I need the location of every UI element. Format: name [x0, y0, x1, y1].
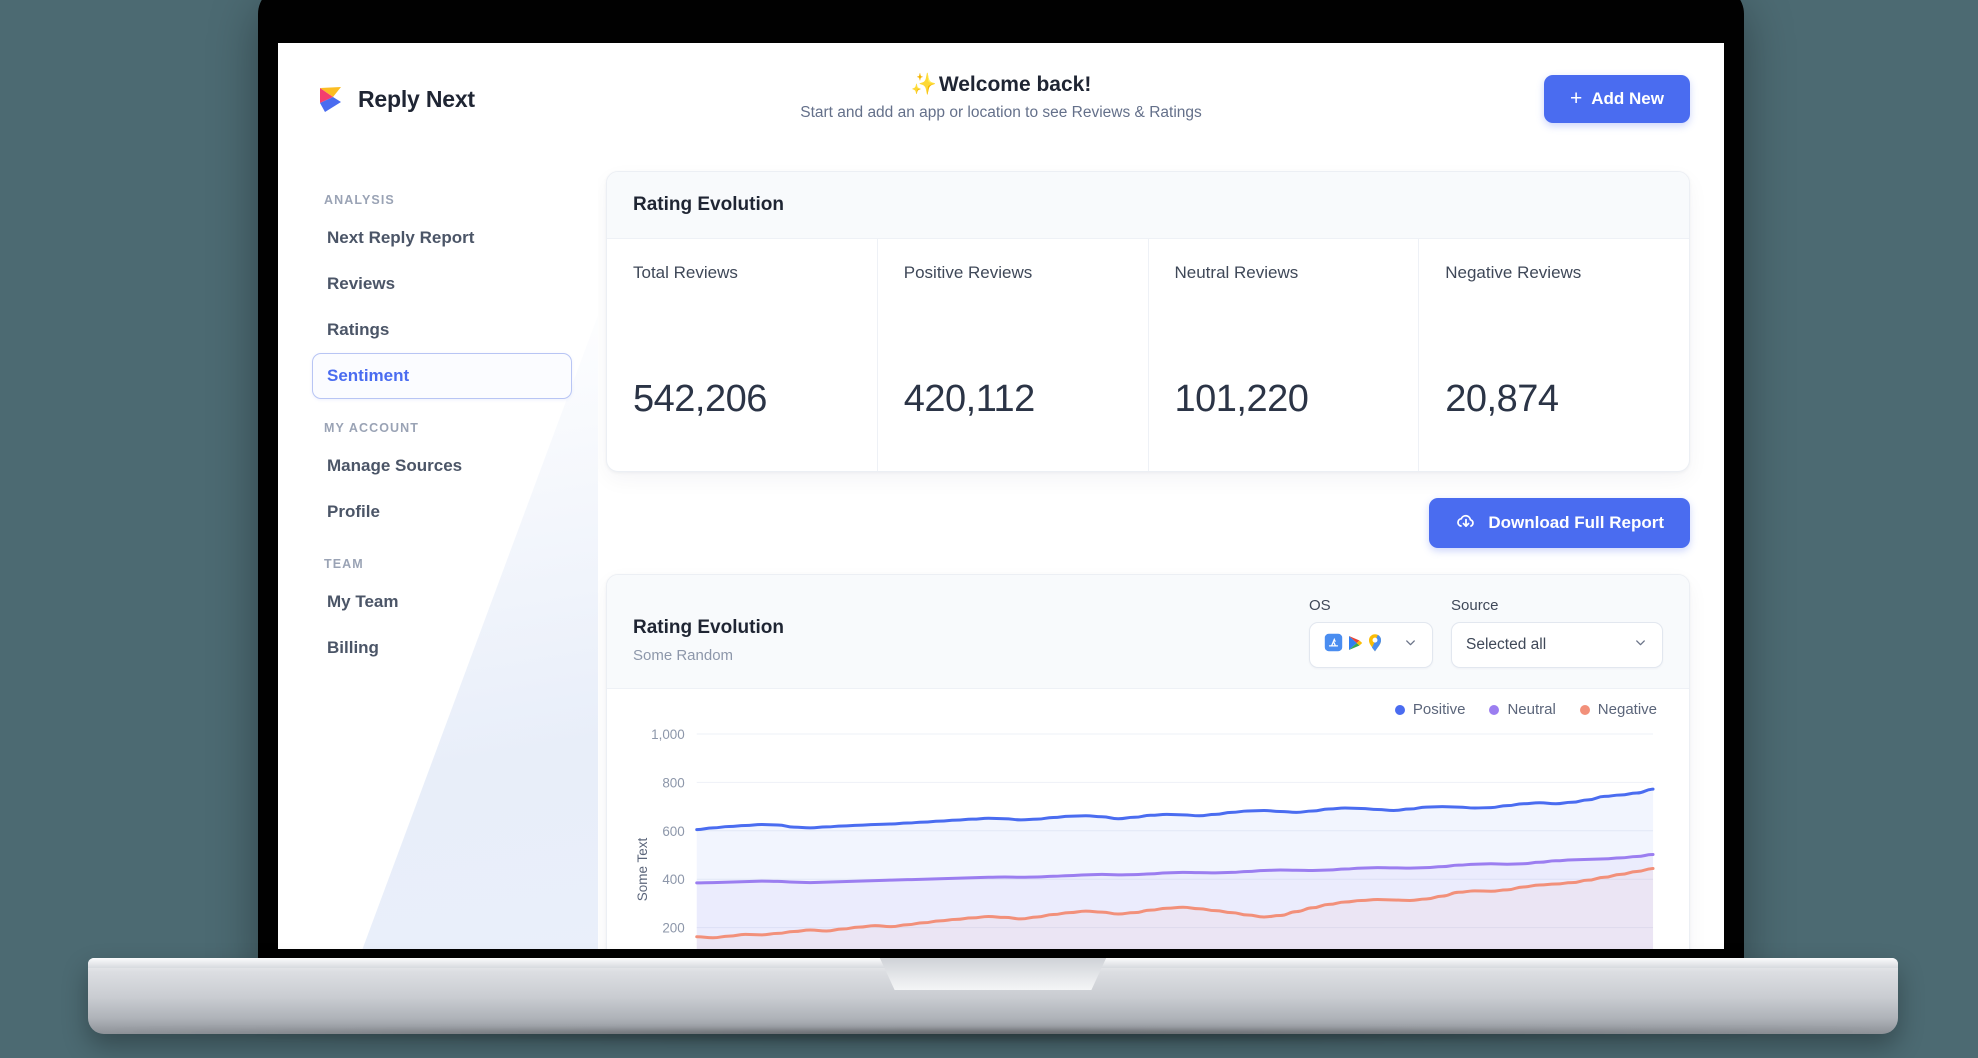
sidebar-item-my-team[interactable]: My Team [327, 592, 399, 611]
sparkle-icon: ✨ [910, 72, 937, 96]
nav-group-label-analysis: ANALYSIS [324, 193, 395, 207]
legend-label: Negative [1597, 701, 1657, 718]
download-row: Download Full Report [606, 498, 1690, 548]
sidebar: ANALYSIS Next Reply Report Reviews Ratin… [278, 155, 598, 949]
y-axis-title: Some Text [635, 838, 650, 902]
sidebar-item-ratings[interactable]: Ratings [327, 320, 390, 339]
nav-group-label-team: TEAM [324, 557, 364, 571]
os-filter-label: OS [1309, 597, 1331, 614]
legend-item-positive[interactable]: Positive [1394, 701, 1466, 718]
header-center: ✨Welcome back! Start and add an app or l… [632, 73, 1370, 126]
app-header: Reply Next ✨Welcome back! Start and add … [278, 43, 1724, 155]
stat-value: 20,874 [1445, 378, 1559, 420]
chart-line-positive [697, 789, 1653, 829]
chevron-down-icon [1633, 635, 1648, 655]
laptop-foot-shadow [110, 1030, 1876, 1044]
y-axis-tick: 200 [662, 921, 684, 936]
stat-neutral-reviews: Neutral Reviews 101,220 [1149, 239, 1420, 471]
legend-item-neutral[interactable]: Neutral [1489, 701, 1556, 718]
stats-card: Rating Evolution Total Reviews 542,206 P… [606, 171, 1690, 472]
os-icons [1324, 633, 1383, 657]
laptop-base [88, 958, 1898, 1034]
legend-label: Positive [1412, 701, 1466, 718]
google-play-icon [1346, 634, 1364, 657]
google-maps-pin-icon [1367, 633, 1383, 657]
welcome-title-text: Welcome back! [938, 72, 1092, 96]
stat-label: Total Reviews [633, 263, 738, 282]
source-filter-field: Source Selected all [1451, 597, 1663, 668]
y-axis-tick: 400 [662, 872, 684, 887]
chart-filters: OS [1309, 597, 1663, 668]
brand[interactable]: Reply Next [312, 82, 632, 116]
y-axis-tick: 800 [662, 775, 684, 790]
app-body: ANALYSIS Next Reply Report Reviews Ratin… [278, 155, 1724, 949]
os-filter-dropdown[interactable] [1309, 622, 1433, 668]
laptop-screen: Reply Next ✨Welcome back! Start and add … [278, 43, 1724, 949]
laptop-notch [879, 958, 1107, 990]
legend-dot-negative [1579, 704, 1590, 715]
stats-card-title: Rating Evolution [633, 194, 784, 215]
stat-positive-reviews: Positive Reviews 420,112 [878, 239, 1149, 471]
main-content: Rating Evolution Total Reviews 542,206 P… [598, 155, 1724, 949]
app-store-icon [1324, 633, 1343, 657]
chart-body: Positive Neutral Negative [607, 689, 1689, 949]
sidebar-item-profile[interactable]: Profile [327, 502, 380, 521]
stat-label: Neutral Reviews [1174, 263, 1299, 282]
cloud-download-icon [1455, 510, 1477, 537]
source-filter-value: Selected all [1466, 636, 1547, 653]
sidebar-item-manage-sources[interactable]: Manage Sources [327, 456, 463, 475]
stat-value: 101,220 [1174, 378, 1309, 420]
chart-area-neutral [696, 854, 1654, 949]
add-new-button[interactable]: + Add New [1544, 75, 1690, 123]
stat-total-reviews: Total Reviews 542,206 [607, 239, 878, 471]
legend-dot-neutral [1489, 704, 1500, 715]
chart-line-negative [697, 869, 1653, 938]
chart-area-positive [696, 789, 1654, 949]
stat-value: 420,112 [903, 378, 1036, 420]
stats-card-header: Rating Evolution [607, 172, 1689, 239]
chart-card-header: Rating Evolution Some Random OS [607, 575, 1689, 689]
download-full-report-label: Download Full Report [1488, 513, 1664, 532]
os-filter-field: OS [1309, 597, 1433, 668]
chart-legend: Positive Neutral Negative [627, 695, 1663, 728]
welcome-subtitle: Start and add an app or location to see … [800, 103, 1202, 121]
y-axis-tick: 1,000 [651, 728, 685, 742]
plus-icon: + [1570, 86, 1583, 110]
chart-card-titles: Rating Evolution Some Random [633, 617, 784, 668]
chart-title: Rating Evolution [633, 617, 784, 638]
sidebar-item-next-reply-report[interactable]: Next Reply Report [327, 228, 475, 247]
chart-subtitle: Some Random [633, 647, 734, 664]
y-axis-tick: 600 [662, 824, 684, 839]
sidebar-item-sentiment[interactable]: Sentiment [312, 353, 572, 399]
legend-item-negative[interactable]: Negative [1579, 701, 1657, 718]
sidebar-item-reviews[interactable]: Reviews [327, 274, 396, 293]
reply-next-app: Reply Next ✨Welcome back! Start and add … [278, 43, 1724, 949]
add-new-label: Add New [1591, 89, 1664, 108]
legend-dot-positive [1394, 704, 1405, 715]
chevron-down-icon [1403, 635, 1418, 655]
chart-line-neutral [697, 855, 1653, 883]
nav-group-label-my-account: MY ACCOUNT [324, 421, 420, 435]
sidebar-item-billing[interactable]: Billing [327, 638, 379, 657]
chart-card: Rating Evolution Some Random OS [606, 574, 1690, 949]
chart-plot: 200 400 600 800 1,000 Some Text [627, 728, 1663, 949]
stat-label: Negative Reviews [1445, 263, 1582, 282]
brand-name: Reply Next [358, 85, 475, 112]
stat-negative-reviews: Negative Reviews 20,874 [1419, 239, 1689, 471]
stat-value: 542,206 [633, 378, 767, 420]
source-filter-dropdown[interactable]: Selected all [1451, 622, 1663, 668]
stat-label: Positive Reviews [903, 263, 1033, 282]
reply-next-logo-icon [312, 82, 346, 116]
stats-row: Total Reviews 542,206 Positive Reviews 4… [607, 239, 1689, 471]
source-filter-label: Source [1451, 597, 1499, 614]
header-actions: + Add New [1370, 75, 1690, 123]
legend-label: Neutral [1507, 701, 1556, 718]
rating-evolution-chart: 200 400 600 800 1,000 Some Text [635, 728, 1663, 949]
download-full-report-button[interactable]: Download Full Report [1429, 498, 1690, 548]
welcome-title: ✨Welcome back! [632, 73, 1370, 97]
